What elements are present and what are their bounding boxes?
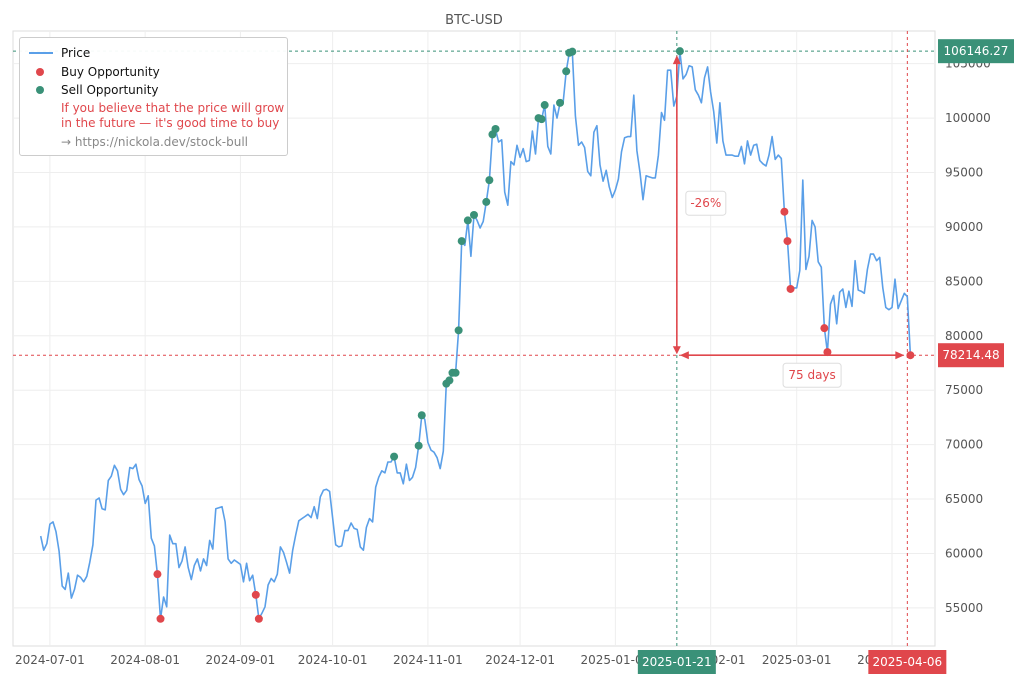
price-line-swatch: [29, 52, 53, 54]
high-value-tag-bg: [938, 39, 1014, 64]
x-tick-label: 2025-01-01: [580, 653, 650, 667]
sell-marker: [562, 67, 571, 76]
sell-marker: [485, 176, 494, 185]
sell-marker: [675, 47, 684, 56]
legend-promo-line-1: If you believe that the price will grow: [61, 101, 285, 115]
last-value-tag: 78214.48: [942, 348, 999, 362]
value-tags: 106146.27 78214.48 2025-01-21 2025-04-06: [637, 39, 1014, 674]
buy-marker: [153, 570, 162, 579]
sell-marker: [445, 376, 454, 385]
y-axis: 55000 60000 65000 70000 75000 80000 85000 90000…: [945, 57, 991, 615]
duration-label: 75 days: [788, 368, 835, 382]
y-tick-label: 100000: [945, 111, 991, 125]
drop-arrow-head-up: [672, 55, 681, 65]
last-date-tag-bg: [868, 650, 947, 674]
sell-marker: [390, 452, 399, 461]
drop-arrow-head-down: [672, 346, 681, 355]
buy-marker: [906, 351, 915, 360]
sell-marker: [556, 98, 565, 107]
y-tick-label: 90000: [945, 220, 983, 234]
sell-marker: [454, 326, 463, 335]
chart-title: BTC-USD: [445, 13, 503, 28]
sell-marker: [463, 216, 472, 225]
sell-marker: [482, 197, 491, 206]
x-tick-label: 2024-09-01: [206, 653, 276, 667]
x-tick-label: 2024-12-01: [485, 653, 555, 667]
last-date-tag: 2025-04-06: [872, 655, 942, 669]
legend-link[interactable]: → https://nickola.dev/stock-bull: [61, 135, 248, 149]
buy-marker: [783, 237, 792, 246]
buy-marker: [156, 614, 165, 623]
sell-marker: [537, 115, 546, 124]
y-tick-label: 65000: [945, 492, 983, 506]
y-tick-label: 55000: [945, 601, 983, 615]
high-date-tag-bg: [637, 650, 716, 674]
y-tick-label: 80000: [945, 329, 983, 343]
legend-promo-line-2: in the future — it's good time to buy: [61, 116, 280, 130]
sell-marker: [491, 124, 500, 133]
last-value-tag-bg: [938, 343, 1004, 368]
high-value-tag: 106146.27: [944, 44, 1009, 58]
drop-label-box: [685, 190, 727, 216]
buy-marker: [823, 348, 832, 357]
y-tick-label: 75000: [945, 383, 983, 397]
y-tick-label: 95000: [945, 166, 983, 180]
legend-label-price: Price: [61, 46, 91, 60]
x-tick-label: 2024-07-01: [15, 653, 85, 667]
high-date-tag: 2025-01-21: [642, 655, 712, 669]
buy-marker: [251, 590, 260, 599]
legend: Price Buy Opportunity Sell Opportunity I…: [19, 37, 288, 156]
x-tick-label: 2024-08-01: [110, 653, 180, 667]
drawdown-annotations: -26% 75 days: [672, 55, 905, 388]
sell-marker: [568, 47, 577, 56]
sell-marker: [451, 368, 460, 377]
y-tick-label: 70000: [945, 438, 983, 452]
y-tick-label: 60000: [945, 546, 983, 560]
x-tick-label: 2025-03-01: [762, 653, 832, 667]
sell-dot-icon: [36, 86, 44, 94]
sell-marker: [417, 411, 426, 420]
x-axis: 2024-07-01 2024-08-01 2024-09-01 2024-10-01…: [15, 653, 927, 667]
buy-dot-icon: [36, 68, 44, 76]
y-tick-label: 85000: [945, 274, 983, 288]
x-tick-label: 2024-11-01: [393, 653, 463, 667]
sell-marker: [540, 101, 549, 110]
drop-pct-label: -26%: [690, 196, 721, 210]
buy-marker: [254, 614, 263, 623]
buy-marker: [820, 324, 829, 333]
sell-marker: [470, 210, 478, 219]
duration-arrow-head-left: [679, 351, 689, 360]
legend-label-sell: Sell Opportunity: [61, 83, 159, 97]
buy-marker: [780, 207, 789, 216]
opportunity-markers: [153, 47, 915, 623]
buy-marker: [786, 284, 795, 293]
duration-label-box: [782, 362, 842, 388]
sell-marker: [457, 237, 466, 246]
duration-arrow-head-right: [895, 351, 905, 360]
sell-marker: [414, 441, 423, 450]
x-tick-label: 2024-10-01: [298, 653, 368, 667]
legend-label-buy: Buy Opportunity: [61, 65, 160, 79]
